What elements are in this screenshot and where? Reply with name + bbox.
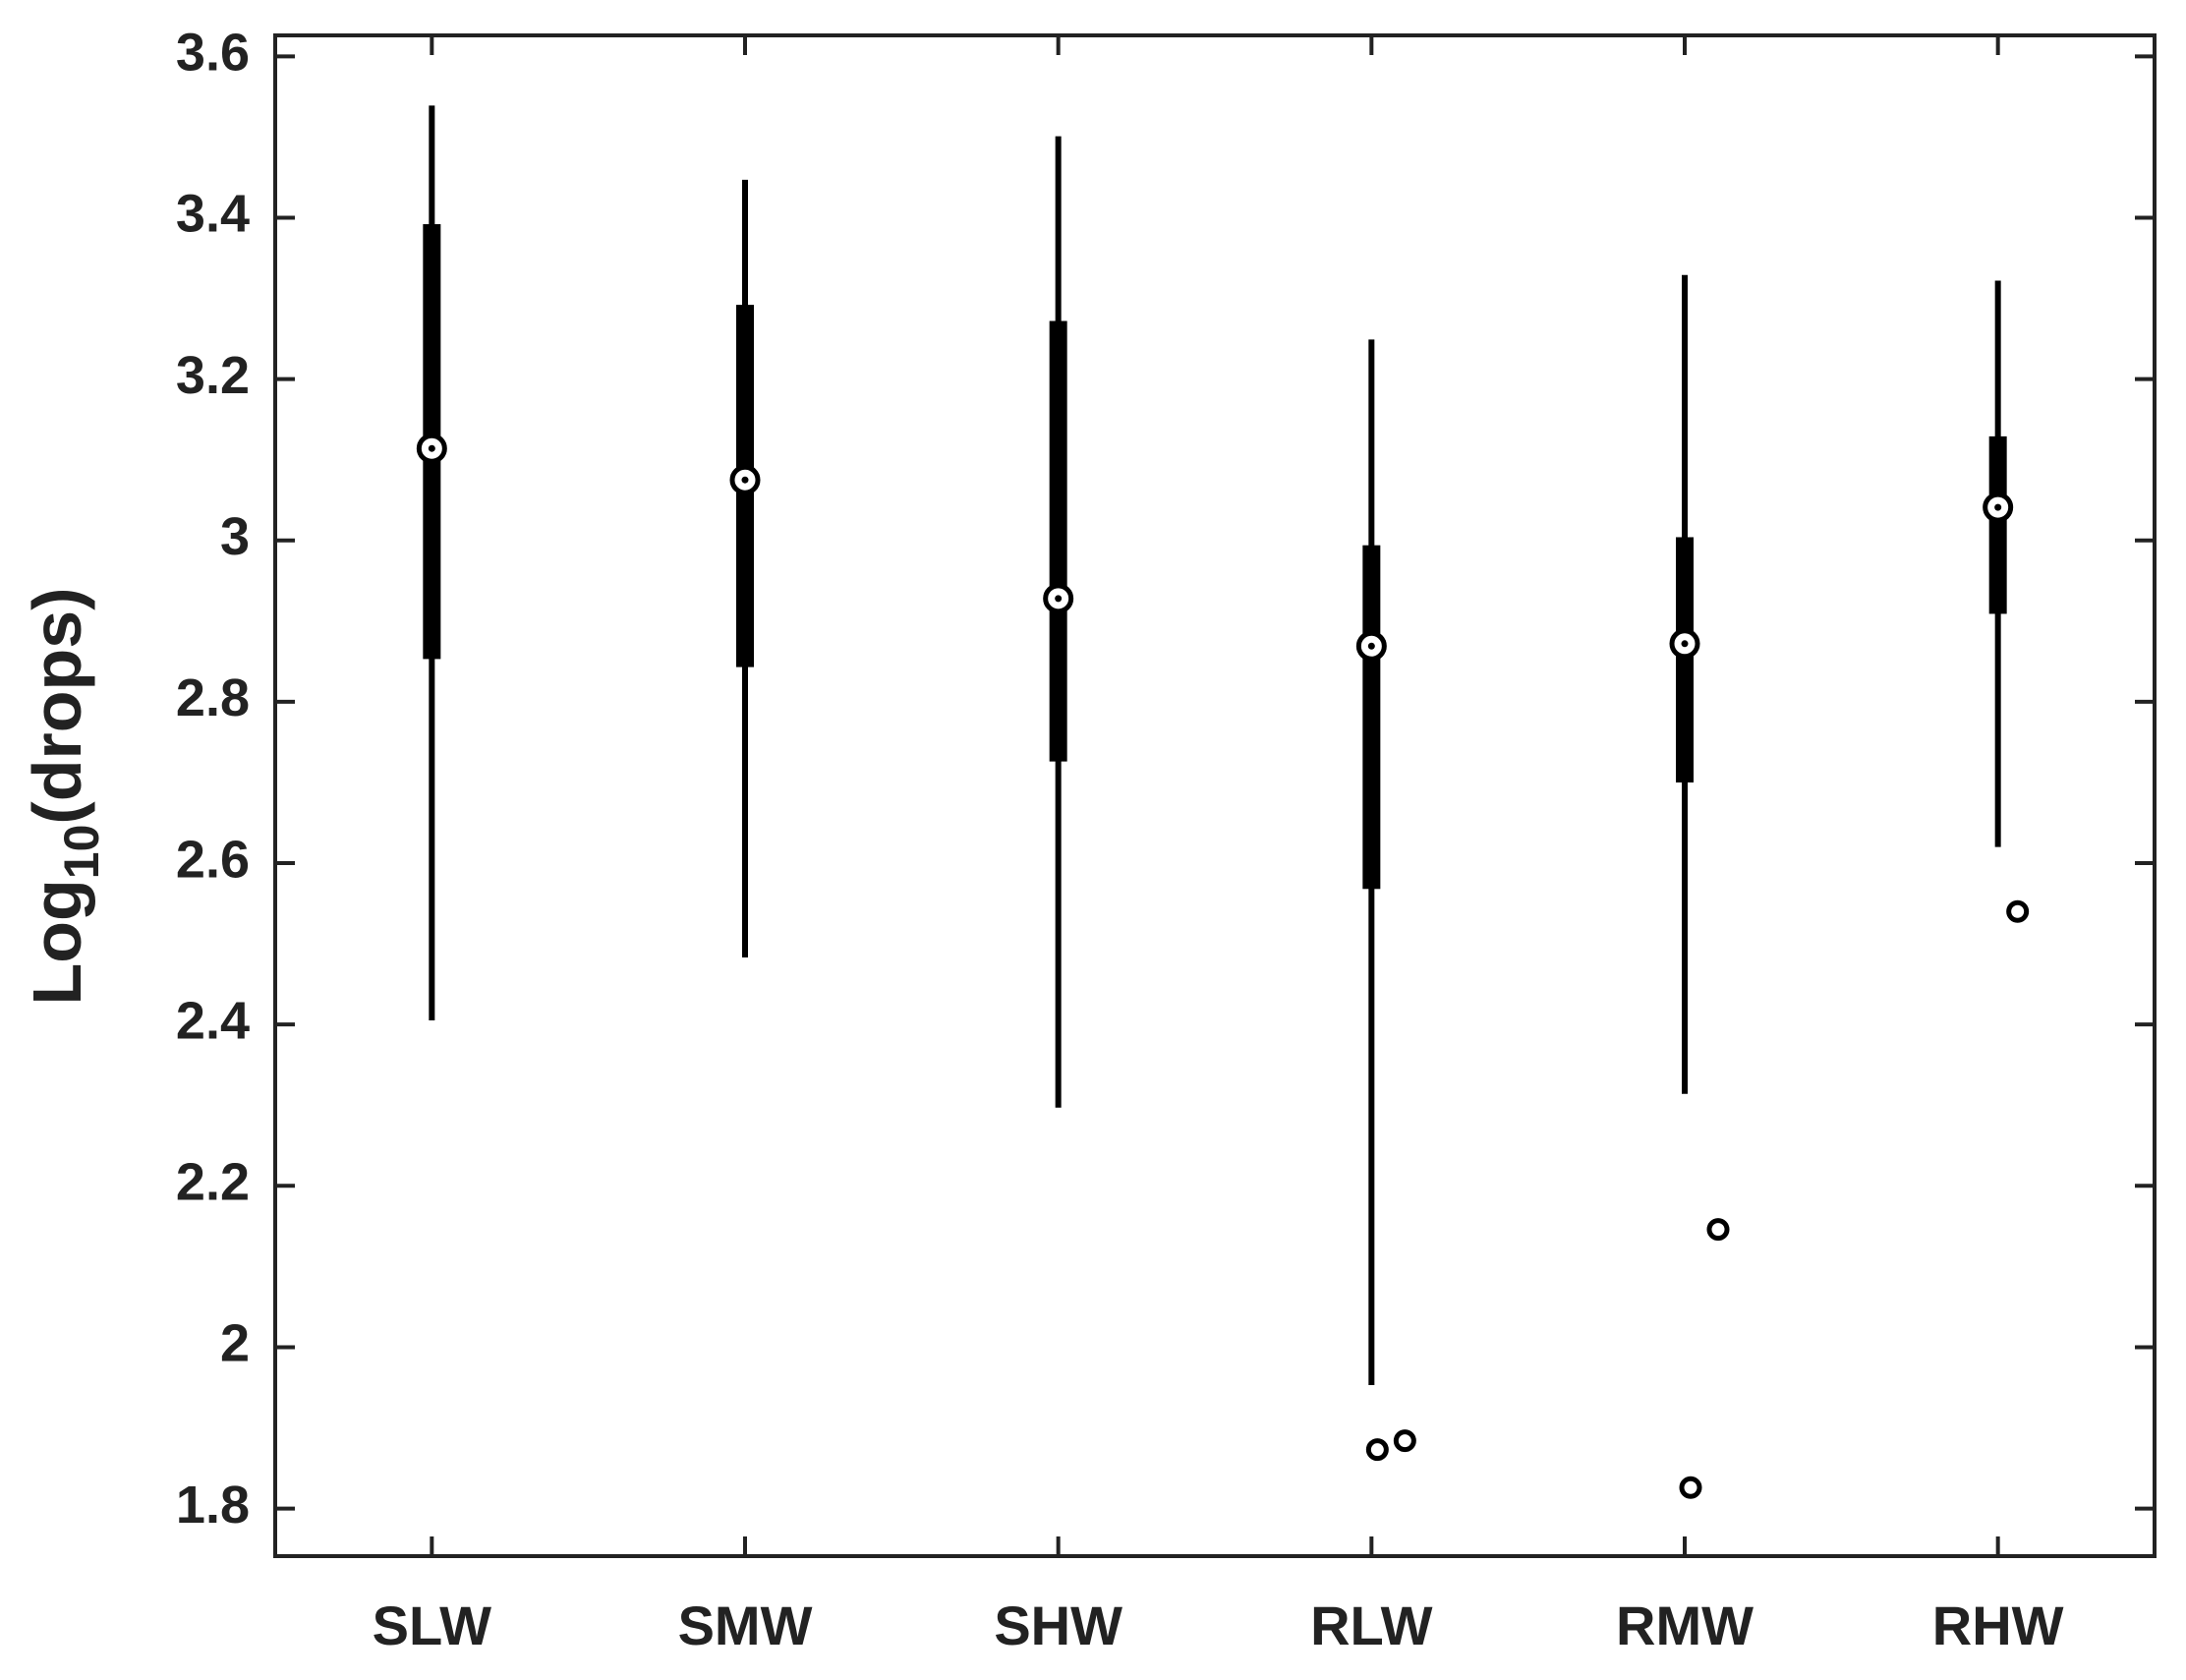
y-tick-label: 3.4 xyxy=(176,185,250,244)
median-dot xyxy=(741,476,749,484)
outlier xyxy=(1365,1438,1389,1462)
x-tick-label: RLW xyxy=(1310,1594,1433,1656)
y-axis-label: Log10(drops) xyxy=(19,588,109,1006)
box xyxy=(1362,545,1381,890)
median-dot xyxy=(1367,642,1375,650)
y-label-subscript: 10 xyxy=(54,825,109,880)
outlier xyxy=(1393,1429,1416,1453)
y-label-unit: (drops) xyxy=(19,588,95,825)
median-dot xyxy=(1994,503,2002,511)
y-tick-label: 3.6 xyxy=(176,24,250,83)
box xyxy=(1049,320,1067,762)
y-tick-label: 2.8 xyxy=(176,668,250,727)
outlier xyxy=(2006,899,2030,923)
outlier xyxy=(1679,1476,1702,1499)
y-tick-label: 2.6 xyxy=(176,830,250,889)
x-tick-label: SHW xyxy=(994,1594,1122,1656)
plot-frame xyxy=(273,33,2157,1558)
y-tick-label: 3 xyxy=(220,507,250,566)
y-tick-label: 1.8 xyxy=(176,1476,250,1535)
y-tick-label: 2.4 xyxy=(176,991,250,1050)
box xyxy=(1988,435,2007,614)
y-tick-label: 2 xyxy=(220,1314,250,1373)
y-label-base: Log xyxy=(19,879,95,1005)
median-dot xyxy=(1055,595,1063,603)
x-tick-label: RHW xyxy=(1932,1594,2064,1656)
x-tick-label: RMW xyxy=(1616,1594,1754,1656)
median-dot xyxy=(1681,640,1689,648)
outlier xyxy=(1706,1218,1730,1242)
x-tick-label: SLW xyxy=(373,1594,491,1656)
y-tick-label: 3.2 xyxy=(176,346,250,405)
x-tick-label: SMW xyxy=(678,1594,813,1656)
y-tick-label: 2.2 xyxy=(176,1153,250,1212)
median-dot xyxy=(428,444,435,452)
box xyxy=(1676,537,1694,782)
